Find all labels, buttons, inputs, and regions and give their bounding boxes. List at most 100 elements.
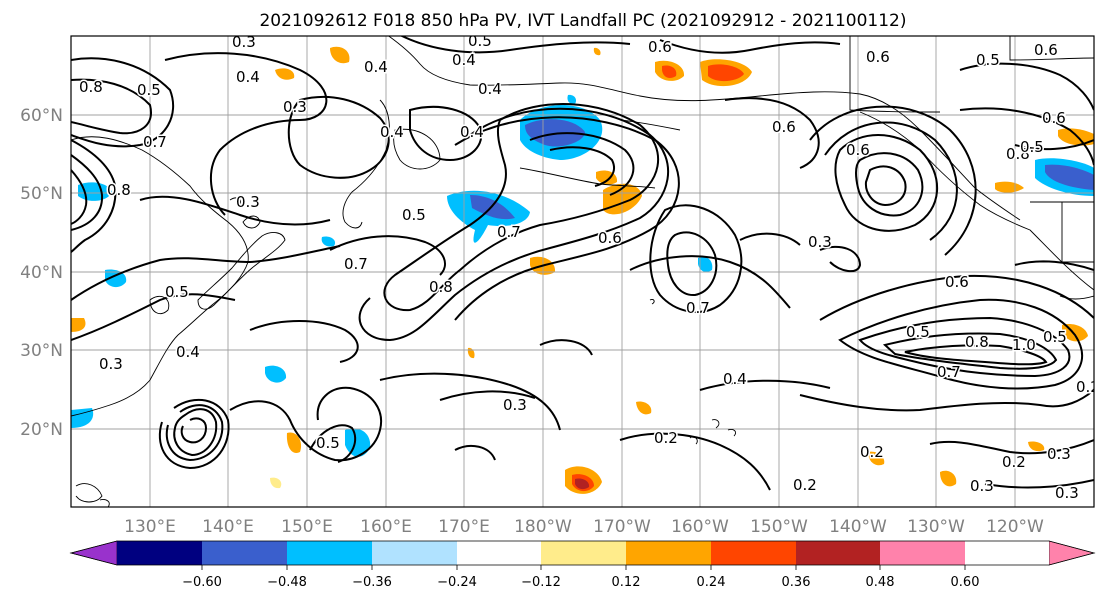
pv-positive-patch [995, 181, 1024, 193]
contour-label: 0.5 [976, 51, 1000, 69]
lon-label: 140°W [829, 517, 887, 537]
contour-label: 0.4 [478, 80, 502, 98]
contour-label: 0.6 [648, 38, 672, 56]
contour-label: 0.3 [232, 33, 256, 51]
contour-label: 0.2 [860, 443, 884, 461]
lon-label: 120°W [986, 517, 1044, 537]
colorbar-under-triangle [69, 540, 118, 566]
contour-label: 0.7 [497, 223, 521, 241]
colorbar-over-triangle [1048, 540, 1096, 566]
lat-label: 30°N [20, 341, 63, 361]
contour-label: 0.5 [468, 32, 492, 50]
contour-label: 1.0 [1012, 336, 1036, 354]
contour-label: 0.5 [906, 323, 930, 341]
contour-label: 0.3 [1055, 484, 1079, 502]
lon-label: 150°W [750, 517, 808, 537]
contour-label: 0.4 [460, 123, 484, 141]
contour-label: 0.2 [654, 429, 678, 447]
colorbar-tick-label: 0.36 [782, 575, 811, 590]
pv-positive-patch [708, 64, 744, 82]
colorbar-tick-label: 0.48 [866, 575, 895, 590]
pv-positive-patch [71, 318, 86, 332]
lon-label: 140°E [202, 517, 254, 537]
lon-label: 170°W [593, 517, 651, 537]
colorbar-tick-label: −0.12 [521, 575, 561, 590]
contour-label: 0.5 [165, 283, 189, 301]
contour-label: 0.7 [143, 133, 167, 151]
contour-label: 0.7 [686, 299, 710, 317]
pv-positive-patch [593, 47, 601, 56]
colorbar-segment [796, 541, 880, 565]
pv-positive-patch [275, 68, 295, 80]
pv-negative-patch [265, 365, 287, 383]
latitude-labels: 60°N 50°N 40°N 30°N 20°N [20, 106, 63, 440]
contour-label: 0.3 [236, 193, 260, 211]
contour-label: 0.3 [1047, 445, 1071, 463]
lon-label: 130°E [124, 517, 176, 537]
contour-label: 0.4 [723, 370, 747, 388]
contour-label: 0.3 [808, 233, 832, 251]
pv-positive-patch [286, 432, 302, 453]
map-title: 2021092612 F018 850 hPa PV, IVT Landfall… [259, 11, 906, 31]
lon-label: 180°W [514, 517, 572, 537]
colorbar-tick-label: −0.24 [437, 575, 477, 590]
longitude-labels: 130°E 140°E 150°E 160°E 170°E 180°W 170°… [124, 517, 1044, 537]
colorbar-segment [880, 541, 965, 565]
contour-label: 0.8 [107, 181, 131, 199]
contour-label: 0.6 [945, 273, 969, 291]
lon-label: 160°E [360, 517, 412, 537]
map-panel: 0.3 0.5 0.4 0.6 0.4 0.8 0.5 0.4 0.4 0.3 … [70, 32, 1100, 508]
contour-label: 0.2 [793, 476, 817, 494]
colorbar-segment [372, 541, 457, 565]
colorbar-ticks [201, 565, 966, 570]
contour-label: 0.5 [1020, 138, 1044, 156]
colorbar-tick-label: −0.60 [182, 575, 222, 590]
pv-negative-patch [345, 428, 371, 457]
pv-positive-patch [940, 470, 957, 487]
lat-label: 40°N [20, 263, 63, 283]
contour-label: 0.8 [1006, 145, 1030, 163]
contour-label: 0.6 [1034, 41, 1058, 59]
pv-shading [71, 46, 1094, 494]
pv-positive-patch [662, 65, 677, 78]
lat-label: 20°N [20, 420, 63, 440]
contour-label: 0.4 [176, 343, 200, 361]
contour-label: 0.2 [1076, 378, 1100, 396]
contour-label: 0.5 [137, 81, 161, 99]
contour-label: 0.6 [866, 48, 890, 66]
colorbar: −0.60 −0.48 −0.36 −0.24 −0.12 0.12 0.24 … [69, 540, 1096, 590]
pv-negative-patch [1045, 164, 1094, 190]
pv-positive-patch [270, 477, 282, 489]
contour-label: 0.6 [598, 229, 622, 247]
contour-label: 0.4 [452, 51, 476, 69]
pv-negative-patch [447, 190, 530, 243]
colorbar-outline [69, 540, 1096, 566]
coastlines [71, 36, 1094, 507]
colorbar-segment [711, 541, 796, 565]
colorbar-tick-label: 0.24 [697, 575, 726, 590]
pv-positive-patch [575, 478, 590, 490]
pv-positive-patch [868, 451, 885, 466]
contour-lines [71, 36, 1094, 491]
contour-label: 0.2 [1002, 453, 1026, 471]
lon-label: 160°W [671, 517, 729, 537]
contour-label: 0.3 [503, 396, 527, 414]
contour-label: 0.8 [79, 78, 103, 96]
colorbar-tick-label: −0.36 [352, 575, 392, 590]
contour-label: 0.4 [236, 68, 260, 86]
colorbar-segment [457, 541, 541, 565]
contour-label: 0.3 [970, 477, 994, 495]
colorbar-segment [965, 541, 1049, 565]
lon-label: 170°E [438, 517, 490, 537]
colorbar-segment [541, 541, 626, 565]
colorbar-tick-label: −0.48 [267, 575, 307, 590]
contour-label: 0.3 [283, 98, 307, 116]
colorbar-segment [287, 541, 372, 565]
pv-positive-patch [1058, 128, 1094, 146]
map-frame [70, 35, 1095, 508]
map-background [71, 36, 1094, 507]
contour-label: 0.4 [380, 123, 404, 141]
contour-label: 0.5 [316, 434, 340, 452]
pv-negative-patch [321, 236, 336, 247]
lat-label: 60°N [20, 106, 63, 126]
